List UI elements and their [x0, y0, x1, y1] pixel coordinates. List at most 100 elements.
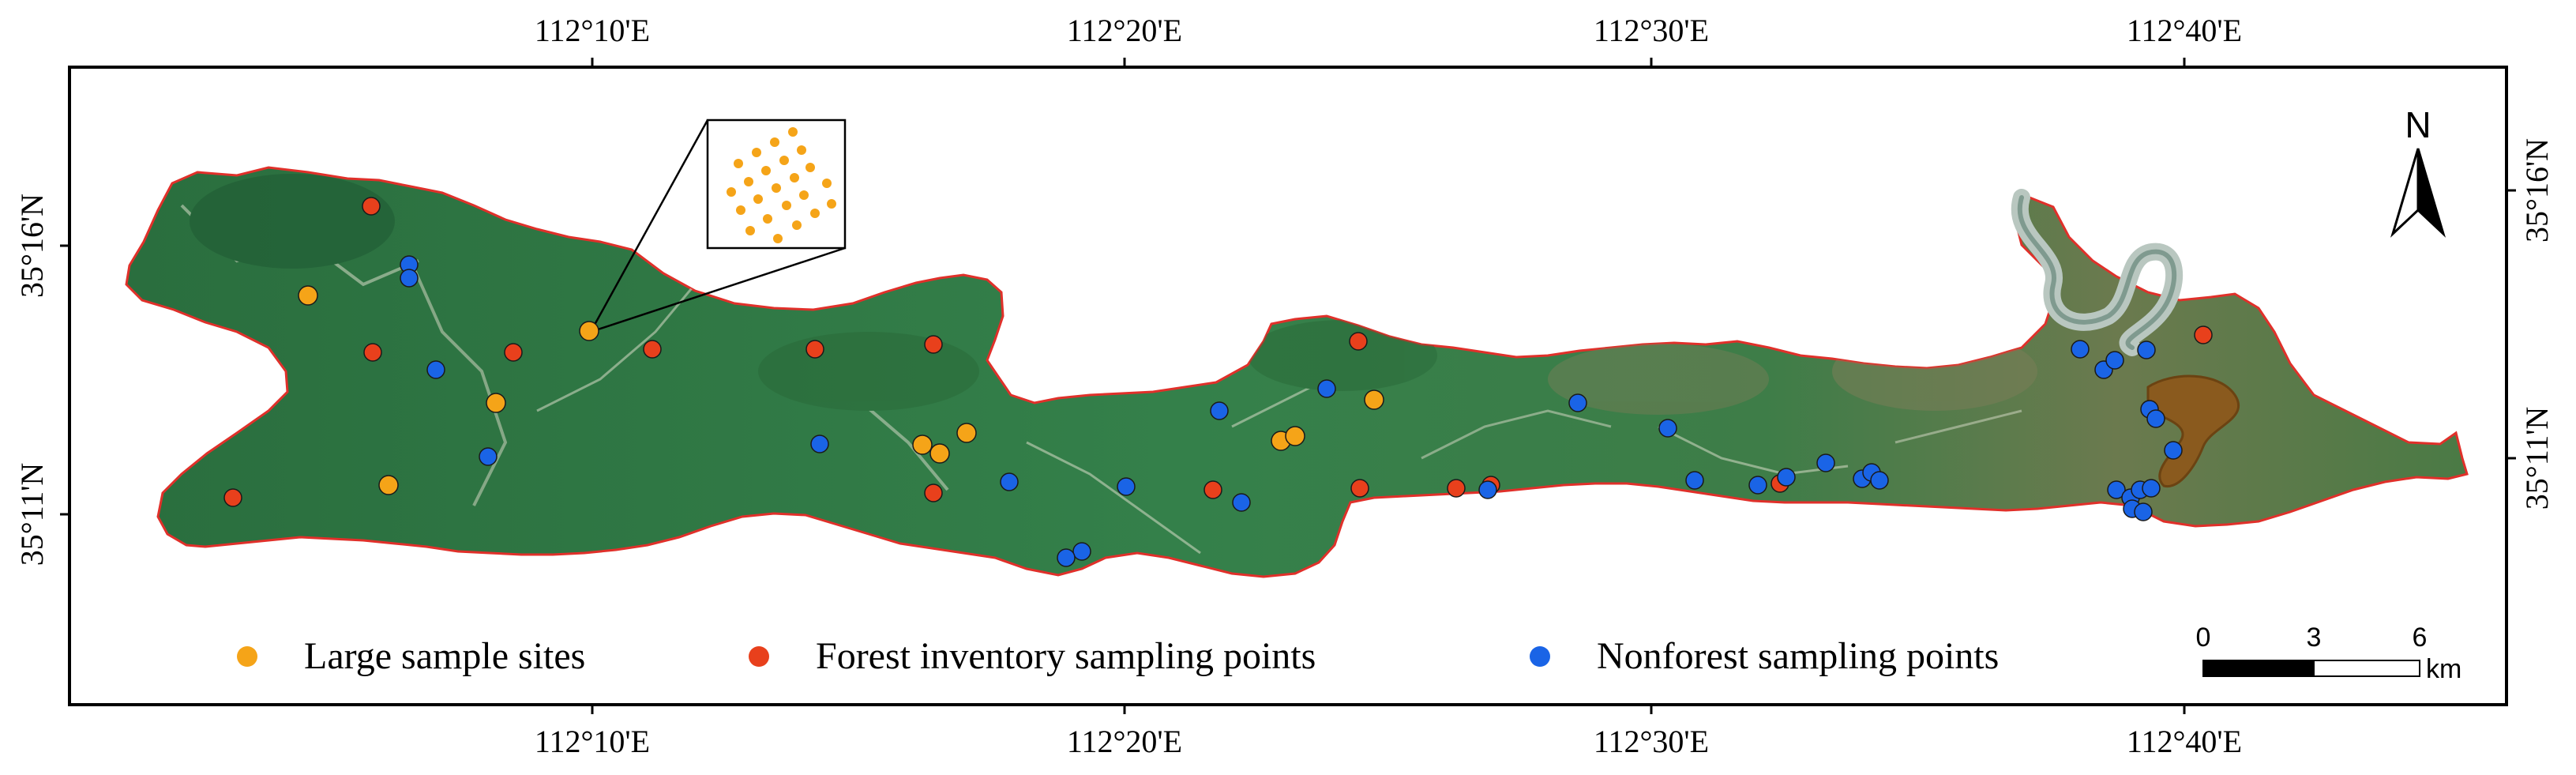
bottom-label-4: 112°40'E	[2127, 724, 2242, 759]
bottom-label-3: 112°30'E	[1594, 724, 1709, 759]
nonforest-point-34	[2134, 502, 2153, 521]
study-area	[125, 166, 2469, 578]
legend-marker-large	[237, 646, 257, 667]
nonforest-point-6	[1000, 472, 1019, 491]
forest-point-10	[1204, 480, 1222, 499]
forest-point-5	[805, 340, 824, 359]
inset-subplot-19	[763, 214, 772, 224]
top-label-2: 112°20'E	[1067, 13, 1182, 48]
nonforest-point-14	[1658, 419, 1677, 438]
large-site-point-6	[929, 443, 950, 464]
inset-subplot-5	[779, 156, 789, 165]
north-label: N	[2405, 104, 2431, 145]
inset-subplot-13	[827, 199, 836, 209]
large-site-point-9	[1285, 426, 1305, 446]
inset-subplot-2	[770, 137, 779, 147]
inset-subplot-8	[761, 166, 771, 175]
forest-point-7	[924, 483, 943, 502]
nonforest-point-18	[1816, 453, 1835, 472]
large-site-point-10	[1364, 389, 1384, 410]
large-site-point-5	[912, 435, 933, 455]
large-site-point-2	[579, 321, 599, 341]
inset-subplot-20	[792, 220, 802, 230]
nonforest-point-25	[2137, 340, 2156, 359]
inset-subplot-16	[782, 201, 791, 210]
forest-point-4	[643, 340, 662, 359]
nonforest-point-35	[1478, 480, 1497, 499]
inset-subplot-15	[753, 194, 763, 204]
forest-point-3	[504, 343, 523, 362]
axis-ticks	[60, 58, 2516, 714]
nonforest-point-15	[1685, 471, 1704, 490]
forest-point-9	[1350, 479, 1369, 498]
inset-points	[727, 127, 836, 243]
forest-point-14	[2194, 325, 2213, 344]
nonforest-point-28	[2164, 441, 2183, 460]
nonforest-point-10	[1210, 401, 1229, 420]
top-label-1: 112°10'E	[535, 13, 650, 48]
nonforest-point-4	[479, 447, 498, 466]
scale-tick-3: 3	[2307, 623, 2322, 653]
legend-marker-nonforest	[1530, 646, 1550, 667]
nonforest-point-17	[1777, 468, 1796, 487]
forest-inventory-points	[223, 197, 2213, 507]
inset-callout	[589, 119, 847, 333]
legend-label-forest: Forest inventory sampling points	[816, 635, 1316, 677]
inset-subplot-23	[822, 179, 832, 188]
nonforest-point-7	[1072, 542, 1091, 561]
right-label-1: 35°16'N	[2519, 138, 2555, 243]
large-site-point-1	[298, 285, 318, 306]
inset-subplot-11	[772, 183, 781, 193]
north-arrow: N	[2390, 104, 2446, 238]
nonforest-point-13	[1568, 393, 1587, 412]
map-frame	[68, 66, 2508, 706]
nonforest-point-3	[426, 360, 445, 379]
inset-subplot-21	[745, 226, 755, 235]
north-arrow-icon	[2390, 148, 2420, 238]
nonforest-point-8	[1057, 548, 1076, 567]
inset-subplot-3	[797, 145, 806, 155]
scale-tick-0: 0	[2196, 623, 2211, 653]
forest-point-8	[1349, 332, 1368, 351]
inset-subplot-22	[773, 234, 783, 243]
inset-subplot-14	[727, 187, 736, 197]
nonforest-point-27	[2146, 409, 2165, 428]
top-label-4: 112°40'E	[2127, 13, 2242, 48]
inset-subplot-12	[799, 190, 809, 200]
nonforest-point-21	[1870, 471, 1889, 490]
nonforest-point-16	[1748, 476, 1767, 495]
large-site-point-7	[956, 423, 977, 443]
legend: Large sample sites Forest inventory samp…	[237, 635, 1999, 677]
right-label-2: 35°11'N	[2519, 407, 2555, 510]
nonforest-point-12	[1317, 379, 1336, 398]
left-label-1: 35°16'N	[14, 194, 50, 298]
forest-point-15	[223, 488, 242, 507]
scale-bar: 0 3 6 km	[2196, 623, 2462, 684]
large-site-point-4	[378, 475, 399, 495]
forest-point-2	[363, 343, 382, 362]
forest-point-1	[362, 197, 381, 216]
legend-label-nonforest: Nonforest sampling points	[1597, 635, 1999, 677]
inset-subplot-1	[788, 127, 798, 137]
nonforest-point-11	[1232, 493, 1251, 512]
large-site-point-3	[486, 393, 506, 413]
nonforest-point-24	[2105, 351, 2124, 370]
nonforest-point-9	[1117, 477, 1136, 496]
large-sample-sites	[298, 285, 1384, 495]
inset-subplot-17	[810, 209, 820, 218]
nonforest-point-22	[2071, 340, 2090, 359]
bottom-label-2: 112°20'E	[1067, 724, 1182, 759]
inset-subplot-10	[744, 177, 753, 186]
nonforest-point-32	[2142, 479, 2161, 498]
nonforest-point-5	[810, 435, 829, 453]
terrain-texture	[180, 174, 2037, 555]
nonforest-point-2	[400, 269, 419, 288]
scale-tick-6: 6	[2413, 623, 2428, 653]
nonforest-points	[400, 255, 2183, 567]
legend-marker-forest	[749, 646, 769, 667]
inset-subplot-7	[734, 159, 743, 168]
inset-subplot-18	[736, 205, 745, 215]
left-label-2: 35°11'N	[14, 463, 50, 566]
forest-point-11	[1447, 479, 1466, 498]
